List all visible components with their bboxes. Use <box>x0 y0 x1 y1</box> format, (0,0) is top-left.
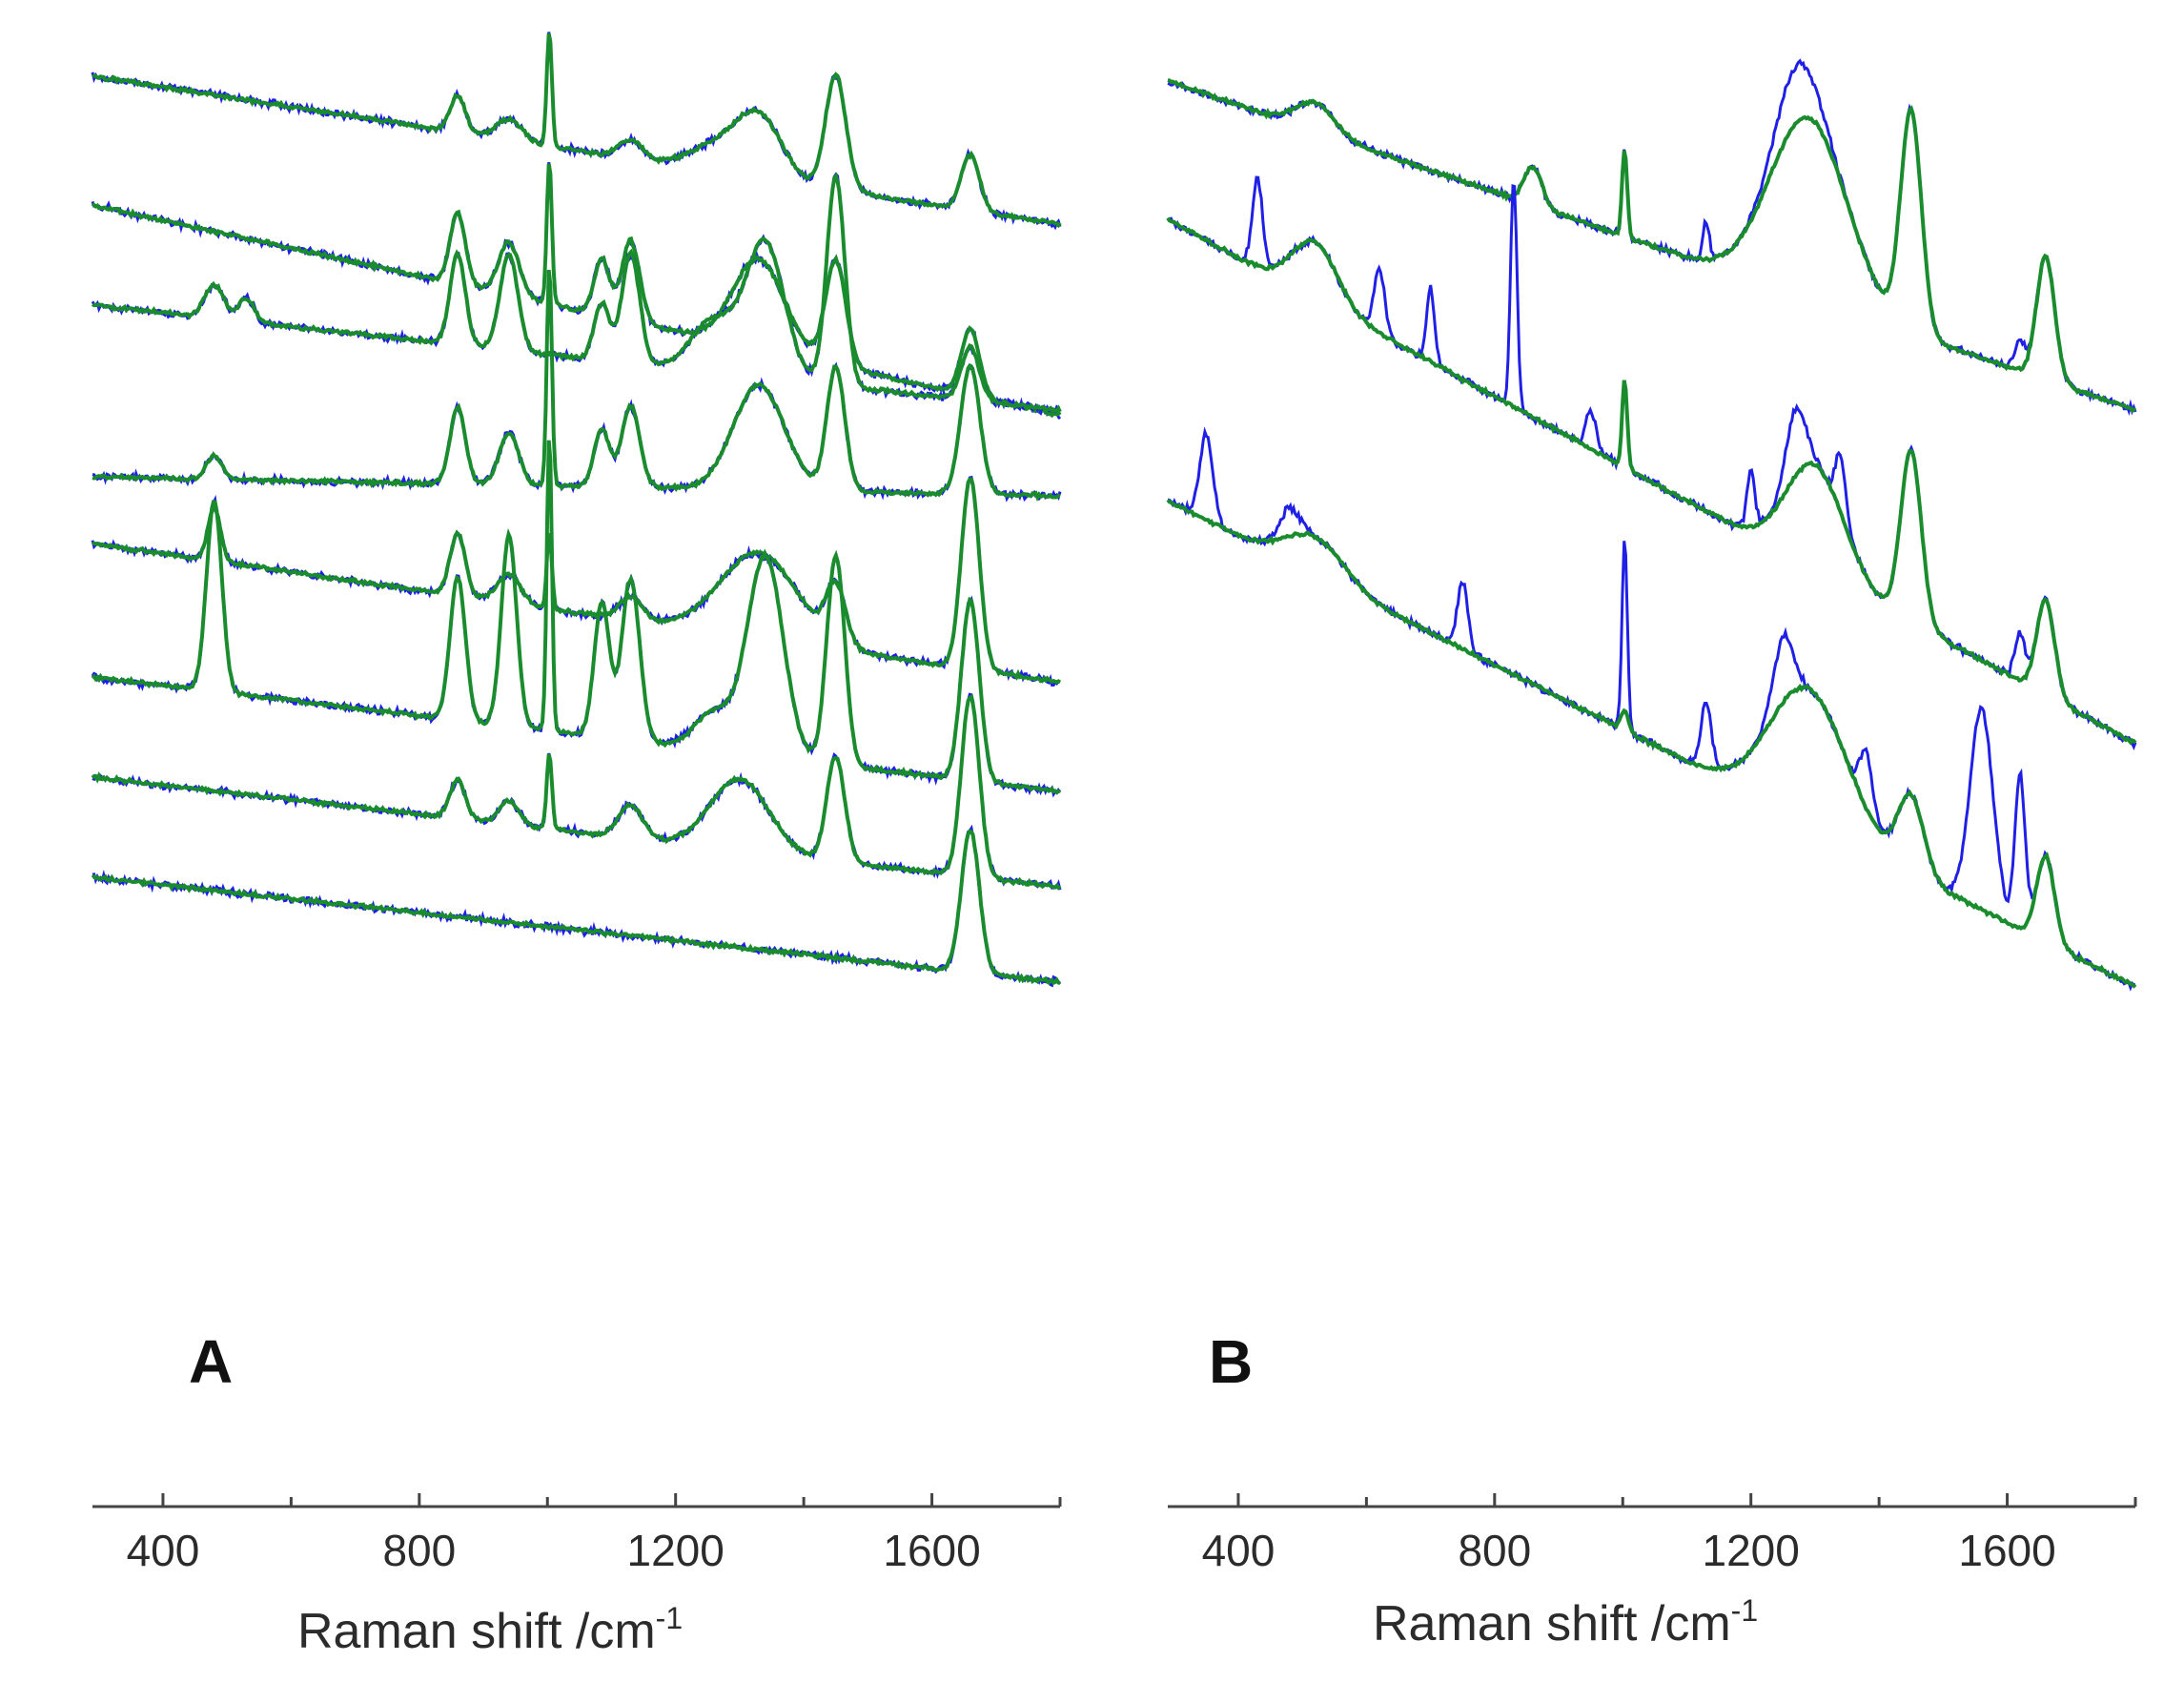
panel-a-measured-spectrum-1 <box>91 31 1062 231</box>
panel-b-tick-label-400: 400 <box>1202 1526 1276 1575</box>
panel-a-measured-spectrum-8 <box>92 824 1062 988</box>
panel-b-fitted-spectrum-3 <box>1166 498 2137 989</box>
panel-a-fitted-spectrum-3 <box>91 172 1062 414</box>
panel-b-x-axis-title: Raman shift /cm-1 <box>1373 1593 1758 1652</box>
panel-a-x-axis-title: Raman shift /cm-1 <box>297 1601 683 1659</box>
panel-b-tick-label-1200: 1200 <box>1703 1526 1800 1575</box>
panel-b-ticks: 400 800 1200 1600 <box>1202 1493 2137 1575</box>
panel-a-fitted-spectrum-8 <box>91 829 1061 986</box>
panel-a-measured-spectrum-5 <box>91 475 1061 687</box>
panel-b-tick-label-800: 800 <box>1458 1526 1531 1575</box>
panel-a-tick-label-1200: 1200 <box>627 1526 725 1575</box>
panel-b-label: B <box>1209 1327 1253 1396</box>
panel-a-measured-spectrum-3 <box>91 172 1061 416</box>
panel-a-label: A <box>189 1327 233 1396</box>
panel-a-fitted-spectrum-7 <box>91 693 1062 891</box>
panel-b-tick-label-1600: 1600 <box>1958 1526 2055 1575</box>
panel-b: 400 800 1200 1600 Raman shift /cm-1 B <box>1166 58 2137 1652</box>
panel-a-tick-label-800: 800 <box>382 1526 456 1575</box>
panel-a: 400 800 1200 1600 Raman shift /cm-1 A <box>91 31 1062 1659</box>
panel-a-fitted-spectrum-1 <box>92 32 1062 229</box>
panel-b-measured-spectrum-3 <box>1167 426 2136 992</box>
panel-a-fitted-spectrum-5 <box>92 477 1062 685</box>
panel-b-measured-spectrum-2 <box>1166 175 2137 751</box>
panel-a-fitted-spectrum-6 <box>91 440 1061 794</box>
panel-a-fitted-spectrum-4 <box>92 269 1061 502</box>
panel-b-fitted-spectrum-1 <box>1167 78 2136 414</box>
panel-b-spectra <box>1166 58 2137 992</box>
panel-a-tick-label-400: 400 <box>127 1526 200 1575</box>
panel-a-fitted-spectrum-2 <box>91 163 1062 419</box>
panel-a-ticks: 400 800 1200 1600 <box>127 1493 1062 1575</box>
panel-a-tick-label-1600: 1600 <box>883 1526 980 1575</box>
panel-a-spectra <box>91 31 1062 988</box>
panel-b-fitted-spectrum-2 <box>1166 216 2137 746</box>
